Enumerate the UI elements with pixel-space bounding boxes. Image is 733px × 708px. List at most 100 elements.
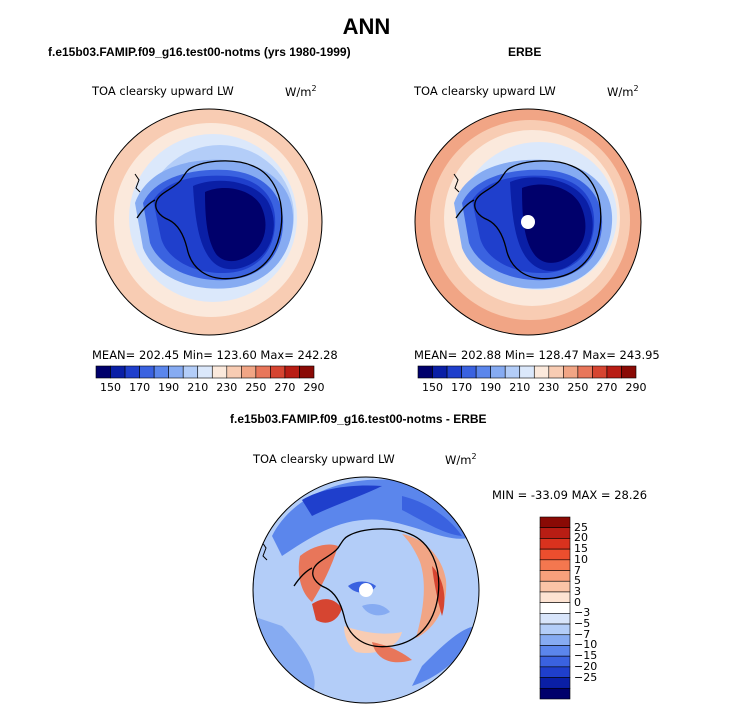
colorbar-swatch (621, 365, 637, 379)
colorbar-swatch (475, 365, 491, 379)
colorbar-swatch (417, 365, 433, 379)
diff-colorbar-tick-label: 7 (574, 563, 581, 577)
colorbar-swatch (168, 365, 184, 379)
colorbar-swatch (519, 365, 535, 379)
main-title: ANN (342, 14, 391, 39)
diff-colorbar-labels: 25 20 15 10 7 5 3 0 −3 −5 −7 −10 −15 −20 −25 (574, 517, 614, 699)
diff-colorbar-tick-label: −3 (574, 606, 591, 620)
colorbar-tick-label: 150 (100, 381, 122, 394)
colorbar-tick-label: 210 (509, 381, 531, 394)
diff-colorbar-swatch (539, 666, 571, 678)
diff-colorbar-swatch (539, 623, 571, 636)
colorbar-tick-label: 290 (303, 381, 325, 394)
diff-colorbar-tick-label: 0 (574, 595, 581, 609)
diff-colorbar-swatch (539, 634, 571, 646)
left-variable-label: TOA clearsky upward LW (92, 84, 234, 98)
diff-colorbar-tick-label: 3 (574, 584, 581, 598)
colorbar-swatch (432, 365, 448, 379)
right-variable-label: TOA clearsky upward LW (414, 84, 556, 98)
diff-colorbar-tick-label: −25 (574, 670, 598, 684)
colorbar-swatch (226, 365, 242, 379)
diff-colorbar-tick-label: 20 (574, 531, 588, 545)
colorbar-swatch (592, 365, 608, 379)
colorbar-swatch (284, 365, 300, 379)
colorbar-tick-label: 170 (129, 381, 151, 394)
diff-units-label: W/m2 (445, 452, 477, 467)
diff-stats: MIN = -33.09 MAX = 28.26 (492, 488, 648, 502)
left-stats: MEAN= 202.45 Min= 123.60 Max= 242.28 (92, 348, 338, 362)
left-colorbar-labels: 150 170 190 210 230 250 270 290 (96, 381, 324, 395)
right-colorbar (417, 365, 637, 379)
colorbar-tick-label: 150 (422, 381, 444, 394)
right-case-title: ERBE (508, 45, 542, 59)
right-polar-map (414, 108, 642, 336)
diff-colorbar-tick-label: −15 (574, 649, 598, 663)
colorbar-swatch (490, 365, 506, 379)
diff-colorbar-swatch (539, 559, 571, 571)
diff-colorbar-swatch (539, 527, 571, 539)
colorbar-swatch (95, 365, 111, 379)
diff-colorbar-swatch (539, 613, 571, 625)
colorbar-swatch (563, 365, 579, 379)
colorbar-swatch (255, 365, 271, 379)
colorbar-swatch (461, 365, 477, 379)
right-colorbar-labels: 150 170 190 210 230 250 270 290 (418, 381, 646, 395)
diff-colorbar-tick-label: 5 (574, 574, 581, 588)
diff-colorbar-tick-label: −10 (574, 638, 598, 652)
diff-colorbar-swatch (539, 677, 571, 689)
colorbar-swatch (124, 365, 140, 379)
left-polar-map (95, 108, 323, 336)
diff-colorbar-swatch (539, 548, 571, 561)
colorbar-tick-label: 230 (538, 381, 560, 394)
colorbar-swatch (241, 365, 257, 379)
right-stats: MEAN= 202.88 Min= 128.47 Max= 243.95 (414, 348, 660, 362)
colorbar-tick-label: 270 (274, 381, 296, 394)
colorbar-swatch (446, 365, 462, 379)
colorbar-tick-label: 250 (567, 381, 589, 394)
diff-polar-map (252, 476, 480, 704)
colorbar-tick-label: 270 (596, 381, 618, 394)
diff-colorbar-swatch (539, 687, 571, 700)
colorbar-tick-label: 170 (451, 381, 473, 394)
colorbar-tick-label: 190 (480, 381, 502, 394)
colorbar-swatch (504, 365, 521, 379)
colorbar-swatch (211, 365, 228, 379)
diff-colorbar-tick-label: −7 (574, 627, 591, 641)
diff-variable-label: TOA clearsky upward LW (253, 452, 395, 466)
diff-colorbar-tick-label: 25 (574, 520, 588, 534)
diff-colorbar-swatch (539, 538, 571, 550)
diff-colorbar-tick-label: −5 (574, 617, 591, 631)
colorbar-swatch (110, 365, 126, 379)
colorbar-swatch (299, 365, 315, 379)
colorbar-swatch (606, 365, 622, 379)
diff-colorbar-swatch (539, 516, 571, 529)
colorbar-tick-label: 190 (158, 381, 180, 394)
colorbar-tick-label: 230 (216, 381, 238, 394)
diff-colorbar-tick-label: −20 (574, 659, 598, 673)
colorbar-swatch (548, 365, 564, 379)
diff-colorbar-tick-label: 10 (574, 552, 588, 566)
diff-colorbar-swatch (539, 591, 571, 603)
left-case-title: f.e15b03.FAMIP.f09_g16.test00-notms (yrs… (48, 45, 351, 59)
diff-colorbar-tick-label: 15 (574, 542, 588, 556)
diff-colorbar-swatch (539, 602, 571, 614)
colorbar-swatch (139, 365, 155, 379)
colorbar-swatch (182, 365, 199, 379)
colorbar-swatch (197, 365, 213, 379)
diff-colorbar-swatch (539, 570, 571, 582)
colorbar-tick-label: 250 (245, 381, 267, 394)
colorbar-swatch (533, 365, 550, 379)
colorbar-tick-label: 210 (187, 381, 209, 394)
colorbar-swatch (153, 365, 169, 379)
colorbar-swatch (577, 365, 593, 379)
right-units-label: W/m2 (607, 84, 639, 99)
diff-colorbar-swatch (539, 645, 571, 657)
left-colorbar (95, 365, 315, 379)
diff-colorbar (539, 516, 571, 700)
diff-colorbar-swatch (539, 580, 571, 593)
diff-case-title: f.e15b03.FAMIP.f09_g16.test00-notms - ER… (230, 412, 487, 426)
colorbar-tick-label: 290 (625, 381, 647, 394)
colorbar-swatch (270, 365, 286, 379)
left-units-label: W/m2 (285, 84, 317, 99)
diff-colorbar-swatch (539, 655, 571, 668)
